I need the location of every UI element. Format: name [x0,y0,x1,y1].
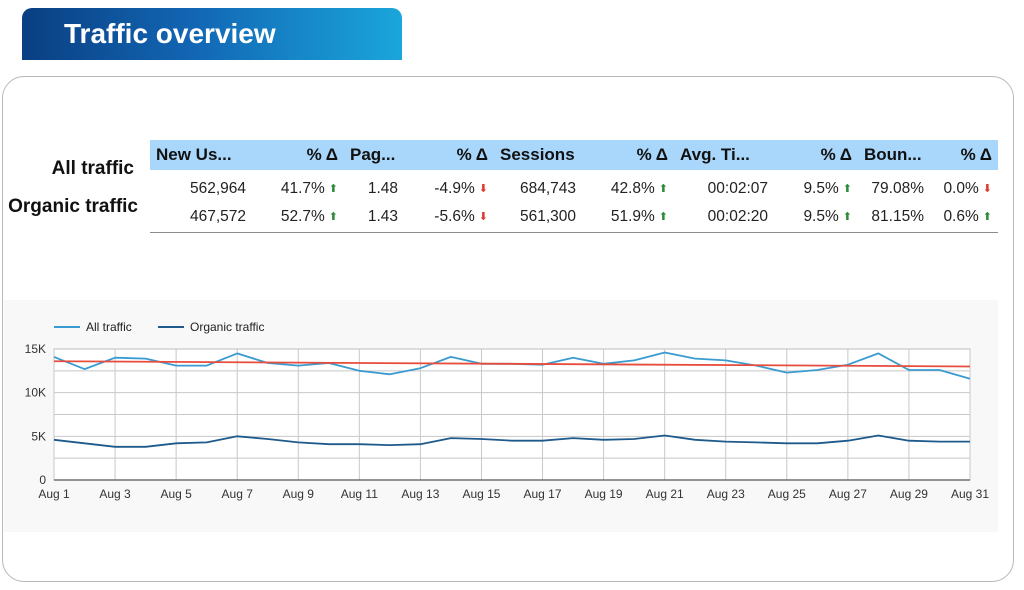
table-header-row: New Us... % Δ Pag... % Δ Sessions % Δ Av… [150,140,998,170]
traffic-line-chart: 0 5K 10K 15K Aug 1 Aug 3 Aug 5 Aug 7 Aug 9 Aug 11… [4,300,998,532]
column-header-sessions[interactable]: Sessions [494,140,582,170]
cell-sessions: 684,743 [519,180,576,197]
x-tick-label: Aug 27 [829,487,867,501]
table-row: 467,572 52.7% ⬆ 1.43 -5.6% ⬇ 561,300 51.9%… [150,202,998,233]
x-tick-label: Aug 13 [401,487,439,501]
x-tick-label: Aug 31 [951,487,989,501]
cell-pages-delta: -4.9% ⬇ [434,180,488,197]
y-tick-label: 5K [31,429,46,443]
series-line-organic-traffic [53,434,970,448]
x-tick-label: Aug 3 [99,487,131,501]
x-tick-label: Aug 23 [707,487,745,501]
arrow-up-icon: ⬆ [658,183,668,195]
x-tick-label: Aug 5 [160,487,192,501]
x-tick-label: Aug 25 [768,487,806,501]
legend-label-organic-traffic: Organic traffic [190,320,264,334]
arrow-up-icon: ⬆ [842,183,852,195]
column-header-new-users-delta[interactable]: % Δ [252,140,344,170]
y-tick-label: 0 [39,473,46,487]
trend-line [53,360,971,368]
arrow-up-icon: ⬆ [842,210,852,223]
metrics-table: New Us... % Δ Pag... % Δ Sessions % Δ Av… [150,140,998,233]
cell-bounce-delta: 0.6% ⬆ [930,202,998,233]
page-title: Traffic overview [22,8,402,60]
cell-pages: 1.48 [367,180,398,197]
x-tick-label: Aug 9 [283,487,315,501]
table-row: 562,964 41.7% ⬆ 1.48 -4.9% ⬇ 684,743 42.8%… [150,170,998,202]
arrow-up-icon: ⬆ [982,210,992,223]
cell-bounce: 81.15% [858,202,930,233]
x-tick-label: Aug 19 [585,487,623,501]
cell-pages: 1.43 [344,202,404,233]
x-tick-label: Aug 7 [222,487,254,501]
cell-new-users-delta: 41.7% ⬆ [280,180,338,197]
column-header-pages[interactable]: Pag... [344,140,404,170]
y-tick-label: 10K [25,386,46,400]
legend-label-all-traffic: All traffic [86,320,132,334]
row-label-organic-traffic: Organic traffic [8,196,138,217]
cell-bounce-delta: 0.0% ⬇ [943,180,992,197]
row-label-all-traffic: All traffic [51,158,134,179]
column-header-bounce-delta[interactable]: % Δ [930,140,998,170]
column-header-sessions-delta[interactable]: % Δ [582,140,674,170]
x-tick-label: Aug 15 [462,487,500,501]
cell-new-users-delta: 52.7% ⬆ [252,202,344,233]
arrow-up-icon: ⬆ [328,210,338,223]
line-chart-svg: 0 5K 10K 15K Aug 1 Aug 3 Aug 5 Aug 7 Aug 9 Aug 11… [25,320,990,501]
cell-avg-time-delta: 9.5% ⬆ [774,202,858,233]
x-tick-label: Aug 11 [341,487,378,501]
arrow-down-icon: ⬇ [478,183,488,195]
cell-new-users: 467,572 [150,202,252,233]
cell-avg-time: 00:02:20 [674,202,774,233]
column-header-bounce[interactable]: Boun... [858,140,930,170]
cell-pages-delta: -5.6% ⬇ [404,202,494,233]
cell-bounce: 79.08% [871,180,924,197]
cell-avg-time-delta: 9.5% ⬆ [803,180,852,197]
cell-sessions: 561,300 [494,202,582,233]
arrow-down-icon: ⬇ [478,210,488,223]
cell-new-users: 562,964 [189,180,246,197]
arrow-down-icon: ⬇ [982,183,992,195]
x-tick-label: Aug 17 [524,487,562,501]
column-header-new-users[interactable]: New Us... [150,140,252,170]
column-header-pages-delta[interactable]: % Δ [404,140,494,170]
column-header-avg-time[interactable]: Avg. Ti... [674,140,774,170]
arrow-up-icon: ⬆ [328,183,338,195]
column-header-avg-time-delta[interactable]: % Δ [774,140,858,170]
cell-sessions-delta: 42.8% ⬆ [610,180,668,197]
cell-avg-time: 00:02:07 [707,180,768,197]
x-tick-label: Aug 1 [38,487,70,501]
x-tick-label: Aug 21 [646,487,684,501]
x-tick-label: Aug 29 [890,487,928,501]
arrow-up-icon: ⬆ [658,210,668,223]
y-tick-label: 15K [25,342,46,356]
cell-sessions-delta: 51.9% ⬆ [582,202,674,233]
